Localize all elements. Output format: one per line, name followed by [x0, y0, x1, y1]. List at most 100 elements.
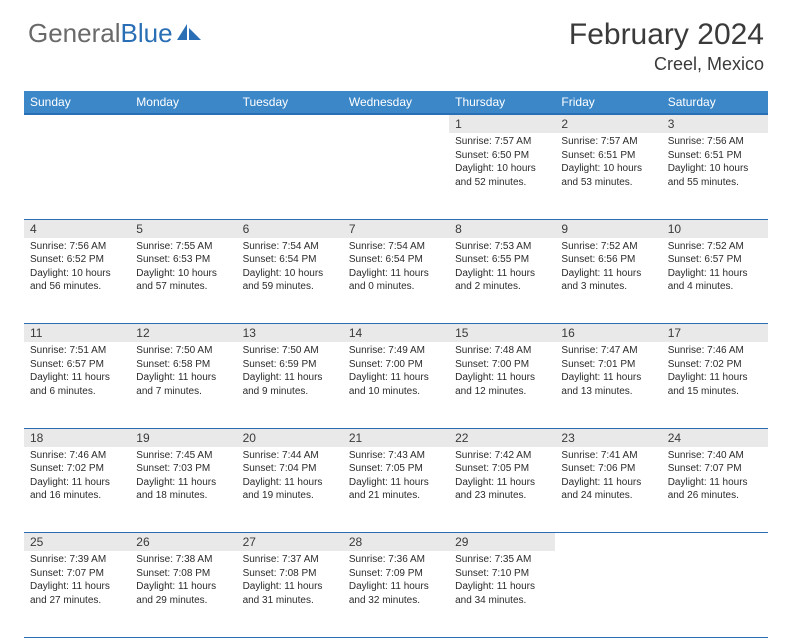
- day-number-cell: 7: [343, 219, 449, 238]
- day-content: Sunrise: 7:51 AMSunset: 6:57 PMDaylight:…: [24, 342, 130, 402]
- day-content-cell: [24, 133, 130, 219]
- day-content-cell: [555, 551, 661, 637]
- day-content-cell: Sunrise: 7:52 AMSunset: 6:56 PMDaylight:…: [555, 238, 661, 324]
- day-content-cell: Sunrise: 7:47 AMSunset: 7:01 PMDaylight:…: [555, 342, 661, 428]
- day-content: Sunrise: 7:54 AMSunset: 6:54 PMDaylight:…: [237, 238, 343, 298]
- day-content-cell: Sunrise: 7:44 AMSunset: 7:04 PMDaylight:…: [237, 447, 343, 533]
- day-content-cell: Sunrise: 7:41 AMSunset: 7:06 PMDaylight:…: [555, 447, 661, 533]
- col-sat: Saturday: [662, 91, 768, 114]
- day-number-cell: 19: [130, 428, 236, 447]
- day-content: Sunrise: 7:57 AMSunset: 6:50 PMDaylight:…: [449, 133, 555, 193]
- sail-icon: [177, 18, 203, 49]
- col-tue: Tuesday: [237, 91, 343, 114]
- day-content: Sunrise: 7:44 AMSunset: 7:04 PMDaylight:…: [237, 447, 343, 507]
- day-content-cell: Sunrise: 7:50 AMSunset: 6:58 PMDaylight:…: [130, 342, 236, 428]
- col-sun: Sunday: [24, 91, 130, 114]
- title-block: February 2024 Creel, Mexico: [569, 18, 764, 75]
- day-number-cell: 27: [237, 533, 343, 552]
- weekday-header-row: Sunday Monday Tuesday Wednesday Thursday…: [24, 91, 768, 114]
- header: GeneralBlue February 2024 Creel, Mexico: [0, 0, 792, 83]
- brand-logo: GeneralBlue: [28, 18, 203, 49]
- day-content: Sunrise: 7:37 AMSunset: 7:08 PMDaylight:…: [237, 551, 343, 611]
- day-number-cell: 6: [237, 219, 343, 238]
- col-fri: Friday: [555, 91, 661, 114]
- day-number-cell: 10: [662, 219, 768, 238]
- day-content: Sunrise: 7:49 AMSunset: 7:00 PMDaylight:…: [343, 342, 449, 402]
- day-content: Sunrise: 7:56 AMSunset: 6:52 PMDaylight:…: [24, 238, 130, 298]
- day-number-cell: 26: [130, 533, 236, 552]
- day-number-cell: 11: [24, 324, 130, 343]
- day-content: Sunrise: 7:45 AMSunset: 7:03 PMDaylight:…: [130, 447, 236, 507]
- day-content: Sunrise: 7:50 AMSunset: 6:58 PMDaylight:…: [130, 342, 236, 402]
- day-content: Sunrise: 7:41 AMSunset: 7:06 PMDaylight:…: [555, 447, 661, 507]
- day-content: Sunrise: 7:53 AMSunset: 6:55 PMDaylight:…: [449, 238, 555, 298]
- day-content: Sunrise: 7:47 AMSunset: 7:01 PMDaylight:…: [555, 342, 661, 402]
- day-number-row: 45678910: [24, 219, 768, 238]
- day-content: Sunrise: 7:57 AMSunset: 6:51 PMDaylight:…: [555, 133, 661, 193]
- day-content-cell: Sunrise: 7:36 AMSunset: 7:09 PMDaylight:…: [343, 551, 449, 637]
- day-content-cell: Sunrise: 7:43 AMSunset: 7:05 PMDaylight:…: [343, 447, 449, 533]
- day-content: Sunrise: 7:40 AMSunset: 7:07 PMDaylight:…: [662, 447, 768, 507]
- day-number-cell: 1: [449, 114, 555, 133]
- day-number-cell: [555, 533, 661, 552]
- day-content-row: Sunrise: 7:46 AMSunset: 7:02 PMDaylight:…: [24, 447, 768, 533]
- day-content-cell: Sunrise: 7:39 AMSunset: 7:07 PMDaylight:…: [24, 551, 130, 637]
- day-content: Sunrise: 7:42 AMSunset: 7:05 PMDaylight:…: [449, 447, 555, 507]
- day-content: Sunrise: 7:36 AMSunset: 7:09 PMDaylight:…: [343, 551, 449, 611]
- day-content: Sunrise: 7:48 AMSunset: 7:00 PMDaylight:…: [449, 342, 555, 402]
- day-content-cell: Sunrise: 7:51 AMSunset: 6:57 PMDaylight:…: [24, 342, 130, 428]
- day-content-cell: Sunrise: 7:54 AMSunset: 6:54 PMDaylight:…: [343, 238, 449, 324]
- day-number-cell: 25: [24, 533, 130, 552]
- day-content-cell: Sunrise: 7:50 AMSunset: 6:59 PMDaylight:…: [237, 342, 343, 428]
- day-number-cell: 21: [343, 428, 449, 447]
- day-content-cell: [343, 133, 449, 219]
- col-thu: Thursday: [449, 91, 555, 114]
- day-content: Sunrise: 7:52 AMSunset: 6:57 PMDaylight:…: [662, 238, 768, 298]
- day-number-cell: [130, 114, 236, 133]
- day-number-cell: 12: [130, 324, 236, 343]
- day-number-row: 11121314151617: [24, 324, 768, 343]
- day-content-cell: Sunrise: 7:57 AMSunset: 6:50 PMDaylight:…: [449, 133, 555, 219]
- day-number-cell: 8: [449, 219, 555, 238]
- day-number-cell: 3: [662, 114, 768, 133]
- day-content-row: Sunrise: 7:39 AMSunset: 7:07 PMDaylight:…: [24, 551, 768, 637]
- day-number-cell: 24: [662, 428, 768, 447]
- day-number-cell: 4: [24, 219, 130, 238]
- day-content-row: Sunrise: 7:57 AMSunset: 6:50 PMDaylight:…: [24, 133, 768, 219]
- day-content-cell: Sunrise: 7:35 AMSunset: 7:10 PMDaylight:…: [449, 551, 555, 637]
- day-number-cell: 22: [449, 428, 555, 447]
- day-number-cell: 2: [555, 114, 661, 133]
- day-content-cell: Sunrise: 7:38 AMSunset: 7:08 PMDaylight:…: [130, 551, 236, 637]
- day-number-cell: [24, 114, 130, 133]
- day-content-cell: Sunrise: 7:40 AMSunset: 7:07 PMDaylight:…: [662, 447, 768, 533]
- day-content-cell: Sunrise: 7:46 AMSunset: 7:02 PMDaylight:…: [24, 447, 130, 533]
- location: Creel, Mexico: [569, 54, 764, 75]
- col-mon: Monday: [130, 91, 236, 114]
- day-number-cell: 28: [343, 533, 449, 552]
- day-number-cell: 20: [237, 428, 343, 447]
- day-number-cell: [662, 533, 768, 552]
- day-content-cell: Sunrise: 7:57 AMSunset: 6:51 PMDaylight:…: [555, 133, 661, 219]
- day-content-cell: Sunrise: 7:37 AMSunset: 7:08 PMDaylight:…: [237, 551, 343, 637]
- day-content-row: Sunrise: 7:56 AMSunset: 6:52 PMDaylight:…: [24, 238, 768, 324]
- day-content-cell: [130, 133, 236, 219]
- day-content: Sunrise: 7:52 AMSunset: 6:56 PMDaylight:…: [555, 238, 661, 298]
- day-content: Sunrise: 7:46 AMSunset: 7:02 PMDaylight:…: [662, 342, 768, 402]
- day-content: Sunrise: 7:55 AMSunset: 6:53 PMDaylight:…: [130, 238, 236, 298]
- day-number-row: 2526272829: [24, 533, 768, 552]
- day-number-cell: 18: [24, 428, 130, 447]
- day-content-cell: Sunrise: 7:56 AMSunset: 6:51 PMDaylight:…: [662, 133, 768, 219]
- day-content-cell: [662, 551, 768, 637]
- day-number-row: 123: [24, 114, 768, 133]
- day-content-cell: Sunrise: 7:52 AMSunset: 6:57 PMDaylight:…: [662, 238, 768, 324]
- day-number-cell: 23: [555, 428, 661, 447]
- day-number-cell: 29: [449, 533, 555, 552]
- day-number-row: 18192021222324: [24, 428, 768, 447]
- day-content: Sunrise: 7:54 AMSunset: 6:54 PMDaylight:…: [343, 238, 449, 298]
- day-number-cell: 15: [449, 324, 555, 343]
- day-content-cell: Sunrise: 7:45 AMSunset: 7:03 PMDaylight:…: [130, 447, 236, 533]
- day-number-cell: 16: [555, 324, 661, 343]
- day-number-cell: 9: [555, 219, 661, 238]
- day-number-cell: 13: [237, 324, 343, 343]
- col-wed: Wednesday: [343, 91, 449, 114]
